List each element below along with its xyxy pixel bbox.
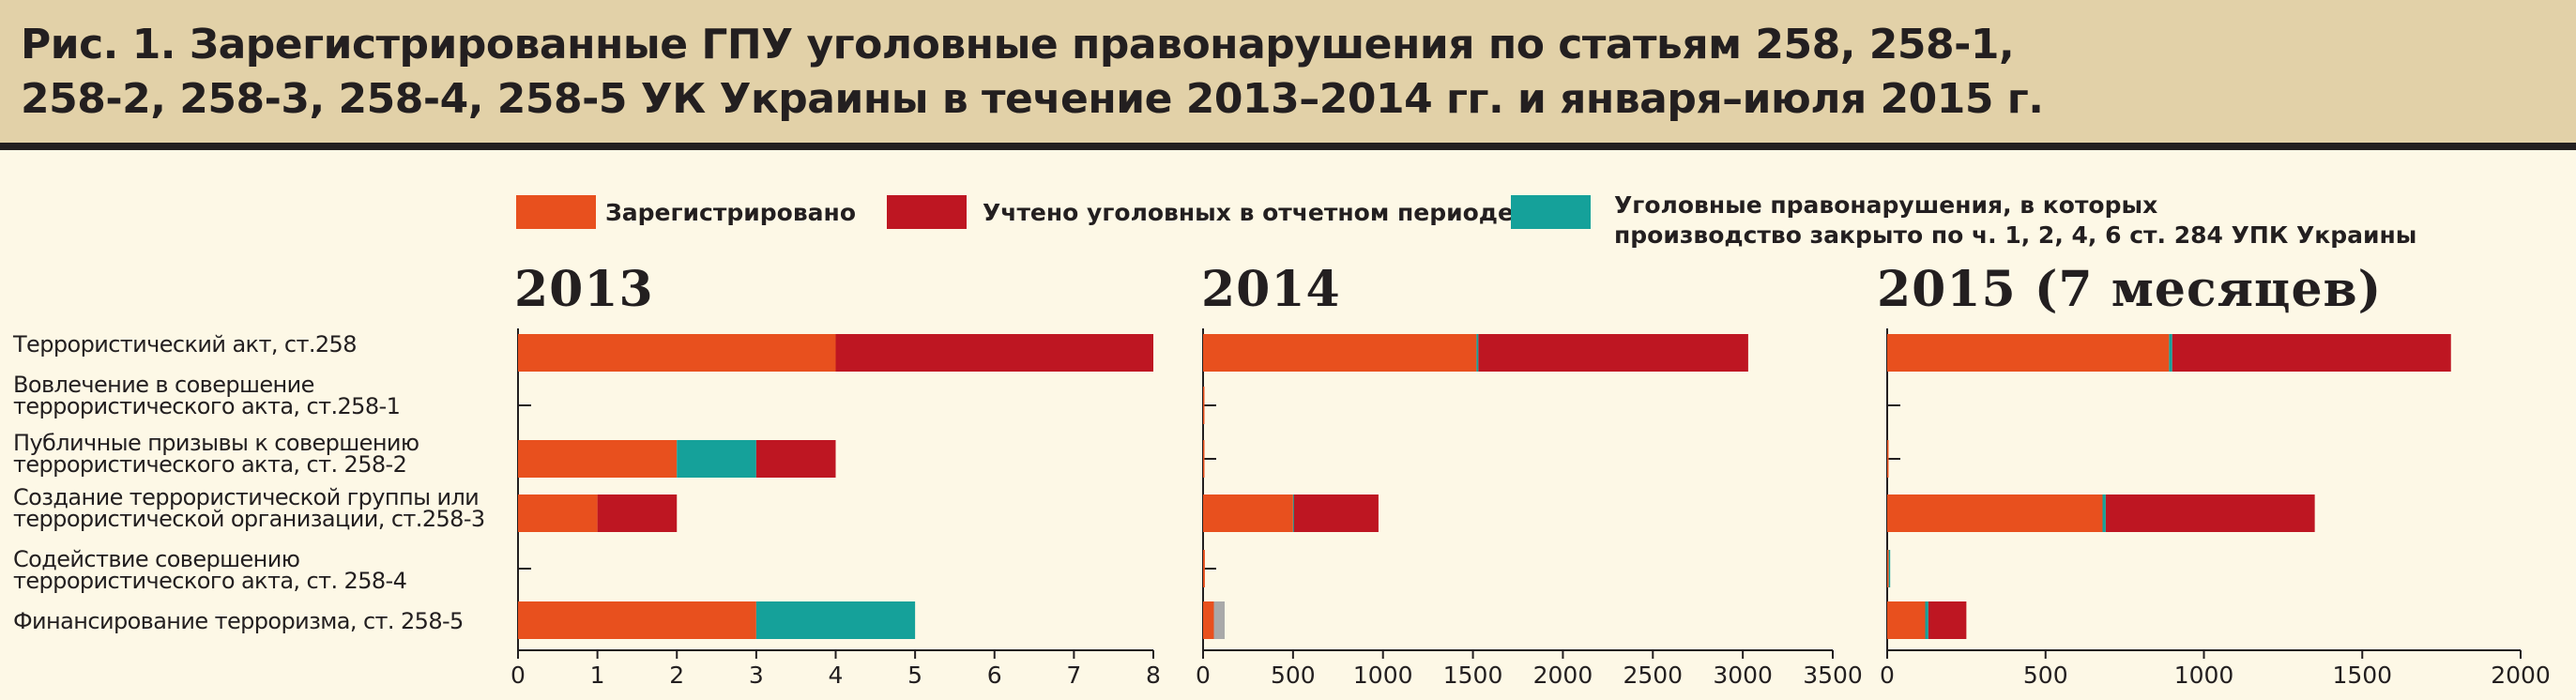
category-label-5-line-2: террористического акта, ст. 258-4 <box>13 568 407 594</box>
x-tick-label: 3 <box>749 662 764 689</box>
category-label-5-line-1: Содействие совершению <box>13 546 300 572</box>
x-tick-label: 500 <box>1271 662 1316 689</box>
x-tick-label: 1500 <box>2332 662 2392 689</box>
panel-title-2014: 2014 <box>1201 261 1341 318</box>
bar-segment <box>2169 334 2172 372</box>
bar-segment <box>1887 550 1889 587</box>
bar-segment <box>1203 440 1205 478</box>
bar-segment <box>677 440 756 478</box>
x-tick-label: 500 <box>2023 662 2068 689</box>
panel-2014: 0 500 1000 1500 2000 2500 3000 3500 <box>1196 328 1863 689</box>
x-tick-label: 0 <box>1880 662 1895 689</box>
x-tick-label: 3500 <box>1803 662 1863 689</box>
figure-title-line-2: 258-2, 258-3, 258-4, 258-5 УК Украины в … <box>21 75 2044 123</box>
legend-swatch-recorded <box>887 195 967 229</box>
category-label-3-line-1: Публичные призывы к совершению <box>13 430 419 456</box>
category-label-3-line-2: террористического акта, ст. 258-2 <box>13 451 407 478</box>
x-tick-label: 2 <box>669 662 684 689</box>
bar-segment <box>2102 495 2106 532</box>
x-tick-label: 4 <box>829 662 844 689</box>
bar-segment <box>835 334 1153 372</box>
panel-title-2013: 2013 <box>514 261 654 318</box>
bar-segment <box>755 601 916 639</box>
category-label-2-line-2: террористического акта, ст.258-1 <box>13 393 401 419</box>
category-label-1: Террористический акт, ст.258 <box>13 330 358 358</box>
legend-swatch-closed <box>1511 195 1591 229</box>
x-tick-label: 5 <box>907 662 922 689</box>
bar-segment <box>1292 495 1295 532</box>
bar-segment <box>1887 440 1889 478</box>
bar-segment <box>1887 495 2103 532</box>
x-tick-label: 2500 <box>1623 662 1683 689</box>
bar-segment <box>1928 601 1967 639</box>
bar-segment <box>518 495 598 532</box>
x-tick-label: 7 <box>1066 662 1081 689</box>
bar-segment <box>1203 334 1477 372</box>
panel-title-2015: 2015 (7 месяцев) <box>1877 261 2383 318</box>
x-tick-label: 6 <box>987 662 1002 689</box>
bar-segment <box>518 601 756 639</box>
bar-segment <box>1887 334 2170 372</box>
bar-segment <box>597 495 678 532</box>
x-tick-label: 2000 <box>1533 662 1593 689</box>
x-tick-label: 1500 <box>1443 662 1503 689</box>
bar-segment <box>518 334 836 372</box>
panel-2015: 0 500 1000 1500 2000 <box>1880 328 2551 689</box>
legend-label-closed: Уголовные правонарушения, в которых прои… <box>1614 191 2417 249</box>
bar-segment <box>518 440 678 478</box>
bar-segment <box>1925 601 1928 639</box>
figure-header: Рис. 1. Зарегистрированные ГПУ уголовные… <box>0 0 2576 150</box>
bar-segment <box>2172 334 2451 372</box>
bar-segment <box>1213 601 1226 639</box>
bar-segment <box>1203 550 1205 587</box>
x-tick-label: 0 <box>511 662 526 689</box>
bar-segment <box>1293 495 1379 532</box>
x-tick-label: 0 <box>1196 662 1211 689</box>
category-label-4-line-1: Создание террористической группы или <box>13 484 480 510</box>
bar-segment <box>1203 387 1205 424</box>
panel-2013: 0 1 2 3 4 5 6 7 8 <box>511 328 1161 689</box>
x-tick-label: 1 <box>590 662 605 689</box>
bar-segment <box>1888 550 1891 587</box>
category-label-2-line-1: Вовлечение в совершение <box>13 372 314 398</box>
bar-segment <box>1203 601 1214 639</box>
figure-title-line-1: Рис. 1. Зарегистрированные ГПУ уголовные… <box>21 21 2015 68</box>
legend-swatch-registered <box>516 195 596 229</box>
legend-label-recorded: Учтено уголовных в отчетном периоде <box>983 199 1514 226</box>
legend-label-registered: Зарегистрировано <box>605 199 856 226</box>
x-tick-label: 2000 <box>2491 662 2551 689</box>
bar-segment <box>1478 334 1748 372</box>
bar-segment <box>2105 495 2315 532</box>
bar-segment <box>1476 334 1479 372</box>
x-tick-label: 8 <box>1146 662 1161 689</box>
category-label-6: Финансирование терроризма, ст. 258-5 <box>13 607 464 634</box>
category-label-4-line-2: террористической организации, ст.258-3 <box>13 506 485 532</box>
bar-segment <box>1887 601 1926 639</box>
bar-segment <box>1203 495 1293 532</box>
x-tick-label: 1000 <box>2174 662 2234 689</box>
x-tick-label: 3000 <box>1713 662 1773 689</box>
bar-segment <box>755 440 836 478</box>
x-tick-label: 1000 <box>1353 662 1413 689</box>
legend: Зарегистрировано Учтено уголовных в отче… <box>516 190 2534 266</box>
